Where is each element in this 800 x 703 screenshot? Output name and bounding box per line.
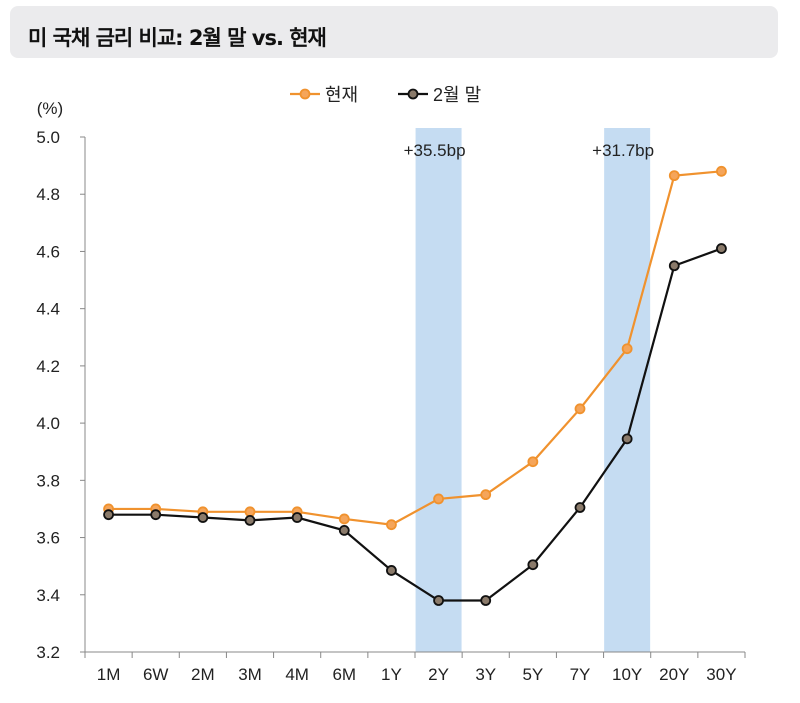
x-tick-label: 2M [191,665,215,684]
title-banner: 미 국채 금리 비교: 2월 말 vs. 현재 [10,6,778,58]
x-tick-label: 1M [97,665,121,684]
x-tick-label: 20Y [659,665,689,684]
data-point [574,502,586,513]
y-tick-label: 3.6 [36,529,60,548]
y-tick-label: 4.0 [36,414,60,433]
data-point [433,493,444,505]
data-point [621,343,633,355]
x-tick-label: 6W [143,665,169,684]
data-point [480,489,492,501]
data-point [433,595,444,606]
data-point [716,243,727,254]
data-point [386,565,397,576]
y-tick-label: 5.0 [36,128,60,147]
highlight-label-2Y: +35.5bp [404,141,466,160]
data-point [668,260,680,272]
x-tick-label: 5Y [522,665,543,684]
chart-title: 미 국채 금리 비교: 2월 말 vs. 현재 [28,26,327,50]
x-tick-label: 4M [285,665,309,684]
y-tick-label: 4.2 [36,357,60,376]
data-point [103,509,114,521]
data-point [527,456,539,468]
data-point [244,506,256,518]
y-tick-label: 4.8 [36,185,60,204]
x-tick-label: 30Y [706,665,736,684]
highlight-band-2Y [415,128,462,652]
highlight-band-10Y [604,128,651,652]
x-tick-label: 6M [332,665,356,684]
data-point [716,165,727,177]
data-point [621,433,633,445]
data-point [527,559,539,571]
data-point [668,170,680,182]
y-tick-label: 4.6 [36,242,60,261]
data-point [197,512,209,523]
legend-label-0: 현재 [325,85,358,105]
highlight-label-10Y: +31.7bp [592,141,654,160]
y-tick-label: 3.2 [36,643,60,662]
y-tick-label: 4.4 [36,300,60,319]
legend-marker-1 [407,88,419,100]
legend-label-1: 2월 말 [433,85,481,105]
data-point [386,519,397,531]
y-axis-unit: (%) [37,99,63,118]
data-point [244,514,256,526]
data-point [480,595,492,606]
data-point [291,512,303,523]
y-tick-label: 3.4 [36,586,60,605]
series-line-0 [108,170,722,526]
series-line-1 [108,247,722,602]
x-tick-label: 2Y [428,665,449,684]
data-point [338,525,350,536]
data-point [338,513,350,525]
x-tick-label: 1Y [381,665,402,684]
data-point [150,509,162,521]
y-tick-label: 3.8 [36,471,60,490]
legend-marker-0 [299,88,311,100]
x-tick-label: 10Y [612,665,642,684]
data-point [574,403,586,415]
x-tick-label: 3Y [475,665,496,684]
x-tick-label: 7Y [570,665,591,684]
x-tick-label: 3M [238,665,262,684]
